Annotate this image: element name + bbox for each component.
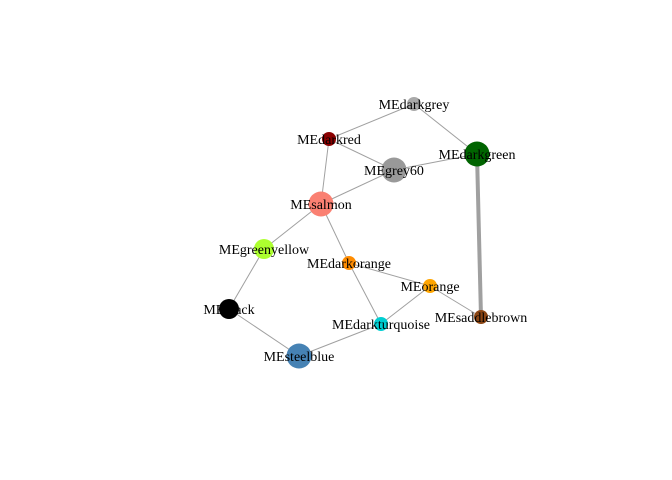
nodes-layer — [219, 97, 490, 369]
node-label-MEblack: MEblack — [203, 303, 254, 318]
node-label-MEdarkturquoise: MEdarkturquoise — [332, 318, 430, 333]
node-MEsaddlebrown — [474, 310, 488, 324]
node-MEgrey60 — [381, 157, 407, 183]
node-label-MEsteelblue: MEsteelblue — [264, 350, 335, 365]
edge-MEdarkturquoise-MEsteelblue — [298, 323, 382, 357]
edge-MEblack-MEsteelblue — [228, 308, 300, 357]
node-label-MEdarkgrey: MEdarkgrey — [379, 98, 450, 113]
node-MEdarkgreen — [464, 141, 490, 167]
node-MEdarkgrey — [407, 97, 421, 111]
edges-layer — [228, 103, 483, 357]
edge-MEdarkgrey-MEdarkred — [328, 103, 415, 140]
edge-MEgrey60-MEsalmon — [320, 169, 395, 205]
edge-MEorange-MEsaddlebrown — [429, 285, 482, 318]
node-MEsteelblue — [286, 343, 312, 369]
node-MEgreenyellow — [254, 239, 274, 259]
edge-MEdarkgrey-MEdarkgreen — [413, 103, 478, 155]
edge-MEgrey60-MEdarkgreen — [393, 153, 478, 171]
node-label-MEsaddlebrown: MEsaddlebrown — [435, 311, 528, 326]
node-MEdarkred — [322, 132, 336, 146]
edge-MEgreenyellow-MEblack — [228, 248, 265, 310]
edge-MEdarkgreen-MEsaddlebrown — [475, 152, 483, 319]
edge-MEorange-MEdarkturquoise — [380, 285, 431, 325]
node-label-MEdarkgreen: MEdarkgreen — [439, 148, 516, 163]
labels-layer: MEdarkgrey MEdarkred MEgrey60 MEdarkgreen ME… — [203, 98, 527, 365]
node-label-MEdarkorange: MEdarkorange — [307, 257, 391, 272]
edge-MEdarkorange-MEorange — [348, 262, 431, 287]
node-MEsalmon — [308, 191, 334, 217]
node-label-MEorange: MEorange — [400, 280, 459, 295]
edge-MEdarkorange-MEdarkturquoise — [348, 262, 382, 325]
node-label-MEdarkred: MEdarkred — [297, 133, 361, 148]
node-MEdarkturquoise — [374, 317, 388, 331]
node-label-MEsalmon: MEsalmon — [290, 198, 351, 213]
node-MEdarkorange — [342, 256, 356, 270]
node-MEorange — [423, 279, 437, 293]
node-label-MEgreenyellow: MEgreenyellow — [219, 243, 310, 258]
node-label-MEgrey60: MEgrey60 — [364, 164, 424, 179]
node-MEblack — [219, 299, 239, 319]
